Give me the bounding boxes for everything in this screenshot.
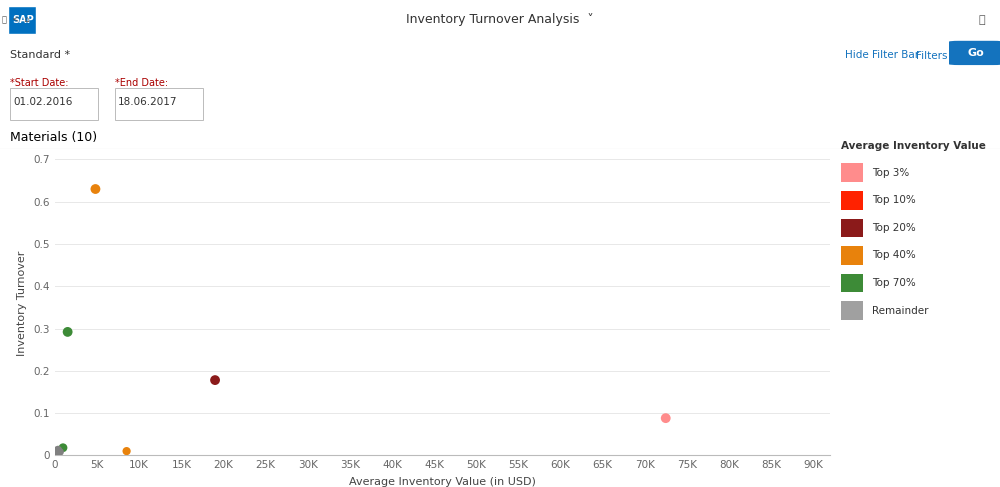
Y-axis label: Inventory Turnover: Inventory Turnover — [17, 250, 27, 356]
Text: 18.06.2017: 18.06.2017 — [118, 97, 178, 107]
FancyBboxPatch shape — [115, 89, 203, 120]
Text: Average Inventory Value: Average Inventory Value — [841, 141, 986, 151]
Text: Top 10%: Top 10% — [872, 195, 916, 206]
Point — [60, 328, 76, 336]
Bar — [841, 301, 863, 320]
Text: *Start Date:: *Start Date: — [10, 78, 68, 88]
Text: Top 3%: Top 3% — [872, 168, 909, 178]
Bar — [841, 164, 863, 182]
X-axis label: Average Inventory Value (in USD): Average Inventory Value (in USD) — [349, 477, 536, 487]
Text: Standard *: Standard * — [10, 50, 70, 60]
Text: 🔒  <  ⌂: 🔒 < ⌂ — [2, 16, 30, 24]
Bar — [841, 274, 863, 292]
Text: SAP: SAP — [12, 15, 34, 25]
Point — [52, 448, 68, 456]
Point — [49, 450, 65, 458]
Point — [55, 444, 71, 451]
Bar — [8, 6, 36, 34]
Text: Top 40%: Top 40% — [872, 250, 916, 261]
Text: Hide Filter Bar: Hide Filter Bar — [845, 50, 919, 60]
Bar — [841, 191, 863, 209]
Text: Go: Go — [968, 48, 984, 57]
Text: Filters (3): Filters (3) — [916, 50, 965, 60]
Point — [658, 414, 674, 422]
Bar — [841, 219, 863, 237]
Bar — [841, 246, 863, 265]
Text: Remainder: Remainder — [872, 306, 929, 316]
Point — [119, 447, 135, 455]
Text: Top 20%: Top 20% — [872, 223, 916, 233]
Text: 🔍: 🔍 — [978, 15, 985, 25]
Point — [49, 450, 65, 457]
FancyBboxPatch shape — [10, 89, 98, 120]
FancyBboxPatch shape — [949, 41, 1000, 65]
Point — [207, 376, 223, 384]
Text: Inventory Turnover Analysis  ˅: Inventory Turnover Analysis ˅ — [406, 14, 594, 26]
Point — [87, 185, 103, 193]
Text: 01.02.2016: 01.02.2016 — [13, 97, 72, 107]
Text: Materials (10): Materials (10) — [10, 131, 97, 144]
Point — [50, 446, 66, 454]
Text: *End Date:: *End Date: — [115, 78, 168, 88]
Text: Top 70%: Top 70% — [872, 278, 916, 288]
